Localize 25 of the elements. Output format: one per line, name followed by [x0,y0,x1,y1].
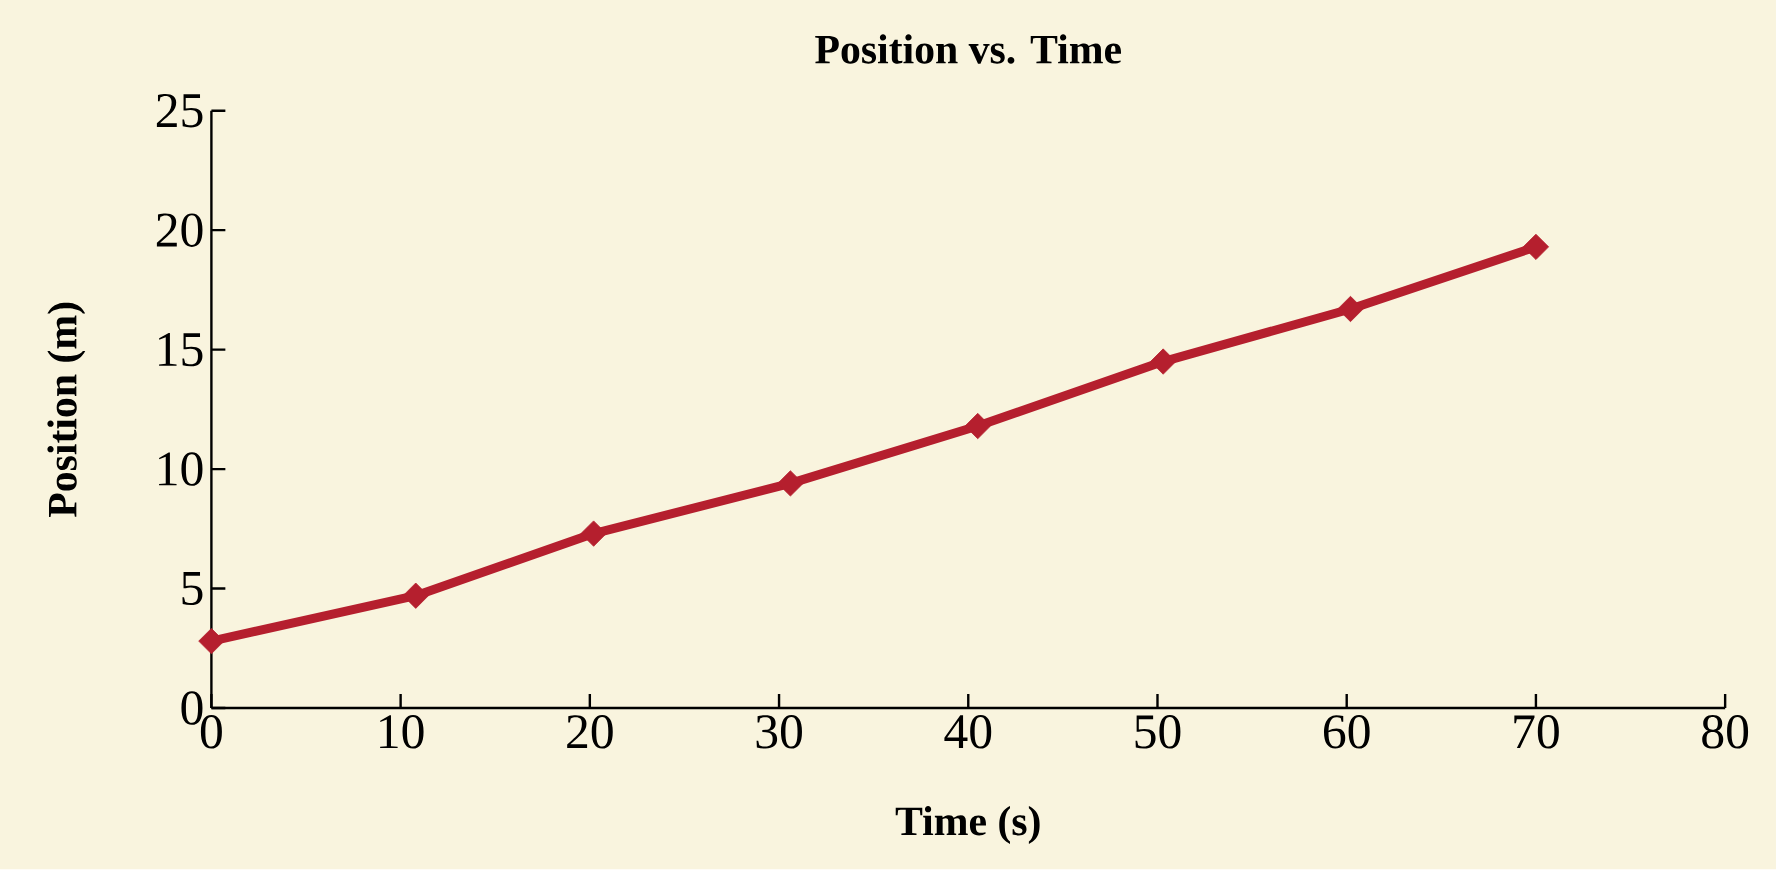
point [1522,234,1550,261]
x-tick-label: 10 [380,715,424,749]
y-tick-label: 10 [159,452,203,487]
y-axis-title: Position (m) [47,303,86,518]
x-tick-label: 70 [1514,715,1559,749]
chart-title: Position vs. Time [815,34,1122,65]
point [402,582,429,610]
point [1337,296,1364,323]
x-tick-label: 50 [1135,715,1181,749]
point [1150,348,1177,375]
y-tick-label: 5 [182,572,203,606]
y-tick-label: 20 [156,213,203,248]
x-tick-label: 60 [1323,715,1370,749]
point [964,413,991,440]
point [198,628,225,655]
x-axis-title: Time (s) [895,806,1040,845]
x-tick-label: 30 [756,715,802,749]
point [580,520,607,547]
point [777,470,804,497]
x-tick-label: 80 [1702,715,1749,749]
x-tick-label: 20 [567,715,613,749]
x-tick-label: 40 [944,715,992,749]
y-tick-label: 15 [159,333,203,367]
y-tick-label: 25 [156,94,203,128]
y-tick-label: 0 [181,691,203,725]
